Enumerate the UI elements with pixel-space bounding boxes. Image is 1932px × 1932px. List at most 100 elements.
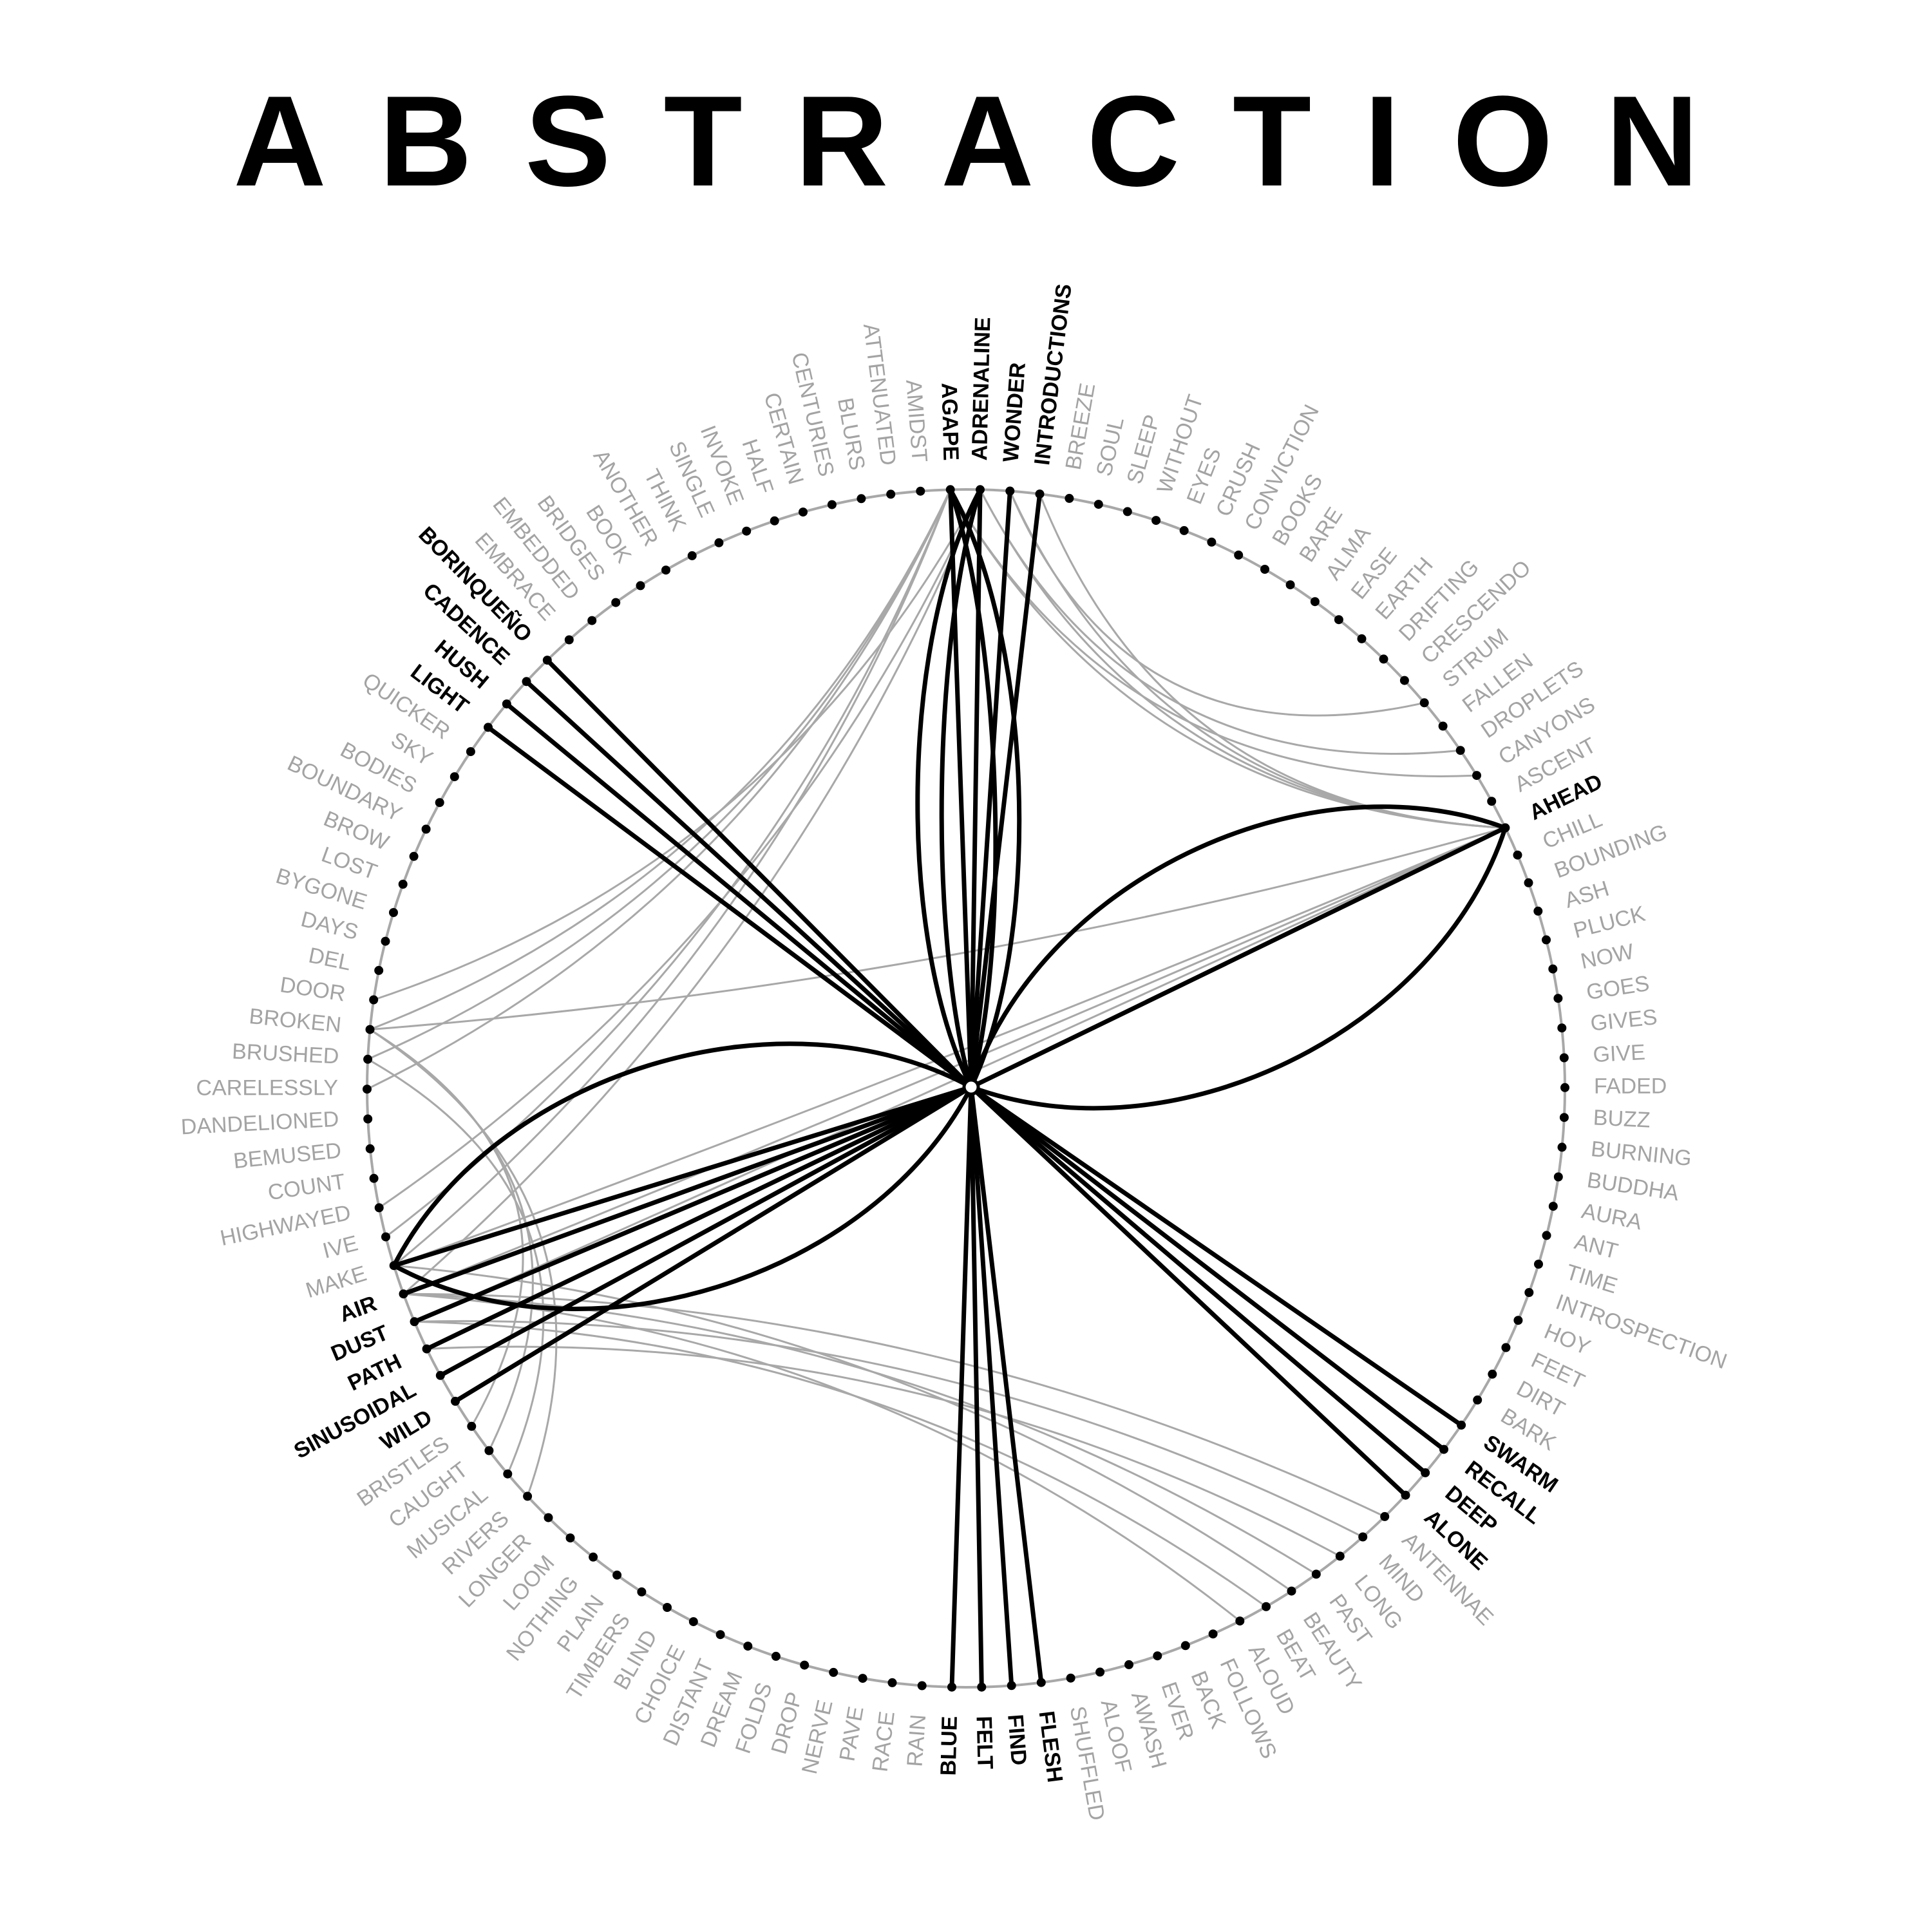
node-dust (410, 1317, 419, 1327)
faint-link-wonder-strum (1009, 490, 1425, 717)
node-nerve (829, 1667, 838, 1677)
node-plain (612, 1570, 622, 1580)
node-now (1548, 964, 1558, 974)
node-days (381, 936, 390, 946)
node-longer (544, 1513, 553, 1522)
node-sky (450, 772, 459, 782)
node-aura (1548, 1202, 1558, 1211)
node-pave (858, 1674, 867, 1683)
node-ive (381, 1232, 390, 1242)
node-canyons (1472, 771, 1481, 781)
node-boundary (421, 824, 431, 834)
node-embrace (564, 635, 574, 645)
label-pave: PAVE (835, 1705, 868, 1763)
label-brushed: BRUSHED (231, 1039, 339, 1069)
node-felt (977, 1682, 987, 1692)
faint-link-path-long (426, 1345, 1341, 1557)
node-cadence (522, 677, 531, 687)
node-race (887, 1678, 897, 1687)
node-gives (1557, 1023, 1567, 1033)
node-deep (1421, 1468, 1430, 1477)
node-bristles (467, 1421, 477, 1431)
node-ahead (1501, 823, 1510, 833)
faint-link-ahead-make (393, 827, 1506, 1267)
node-hoy (1513, 1316, 1523, 1325)
label-goes: GOES (1585, 971, 1651, 1005)
label-count: COUNT (266, 1170, 346, 1206)
label-rain: RAIN (902, 1714, 931, 1768)
node-count (369, 1173, 379, 1183)
node-make (389, 1261, 399, 1271)
node-certain (799, 507, 808, 517)
node-bark (1473, 1395, 1482, 1405)
hub-circle (962, 1078, 980, 1096)
label-blurs: BLURS (833, 396, 869, 472)
strong-link-recall-12 (969, 1084, 1446, 1452)
node-past (1311, 1569, 1321, 1579)
node-bare (1285, 580, 1295, 590)
strong-link-introductions-0 (969, 491, 1042, 1090)
node-feet (1501, 1343, 1511, 1352)
node-dream (743, 1642, 753, 1651)
strong-link-alone-14 (969, 1084, 1408, 1498)
label-del: DEL (307, 943, 353, 975)
node-rivers (523, 1492, 533, 1501)
node-back (1180, 1641, 1190, 1651)
faint-link-adrenaline-droplets (979, 489, 1461, 755)
strong-link-make-25 (392, 1041, 974, 1268)
label-find: FIND (1003, 1714, 1031, 1766)
node-strum (1419, 698, 1429, 708)
node-half (770, 516, 779, 526)
node-burning (1557, 1142, 1567, 1152)
node-wild (451, 1396, 460, 1406)
node-follows (1208, 1629, 1218, 1639)
strong-link-light-27 (486, 724, 974, 1090)
node-another (661, 565, 670, 575)
node-alone (1401, 1490, 1410, 1500)
faint-link-ahead-broken (370, 826, 1506, 1031)
strong-link-ahead-9 (969, 825, 1508, 1111)
node-ant (1542, 1231, 1551, 1240)
label-ive: IVE (320, 1231, 361, 1263)
label-ash: ASH (1562, 876, 1612, 913)
node-hush (502, 699, 511, 709)
node-distant (715, 1630, 725, 1640)
node-centuries (827, 500, 837, 509)
node-del (374, 965, 384, 975)
node-earth (1357, 634, 1367, 643)
faint-link-agape-carelessly (366, 489, 952, 1090)
node-sleep (1122, 507, 1132, 516)
strong-link-deep-13 (969, 1084, 1428, 1475)
node-wonder (1005, 486, 1015, 496)
node-books (1260, 565, 1269, 574)
node-embedded (587, 616, 597, 625)
strong-link-air-19 (401, 1084, 974, 1296)
node-adrenaline (976, 485, 985, 495)
label-burning: BURNING (1590, 1137, 1693, 1171)
faint-link-dust-mind (414, 1320, 1363, 1538)
label-aura: AURA (1580, 1198, 1644, 1235)
node-shuffled (1066, 1673, 1075, 1683)
node-pluck (1542, 935, 1551, 945)
node-goes (1553, 994, 1563, 1003)
strong-link-ahead-10 (969, 804, 1508, 1090)
label-broken: BROKEN (248, 1004, 343, 1037)
node-breeze (1065, 493, 1074, 503)
node-brushed (363, 1054, 373, 1064)
strong-link-find-16 (969, 1084, 1014, 1688)
label-now: NOW (1578, 939, 1636, 974)
node-alma (1310, 597, 1320, 607)
node-time (1534, 1260, 1543, 1269)
node-path (422, 1344, 431, 1354)
node-swarm (1457, 1420, 1466, 1430)
node-single (714, 538, 724, 547)
node-buzz (1559, 1113, 1569, 1122)
faint-link-air-past (403, 1293, 1317, 1575)
strong-link-agape-4 (948, 487, 974, 1090)
strong-link-swarm-11 (969, 1084, 1464, 1428)
label-air: AIR (336, 1291, 380, 1327)
faint-link-make-beauty (393, 1264, 1293, 1592)
node-bodies (435, 798, 444, 808)
node-dirt (1488, 1369, 1497, 1379)
strong-link-agape-3 (948, 487, 998, 1090)
